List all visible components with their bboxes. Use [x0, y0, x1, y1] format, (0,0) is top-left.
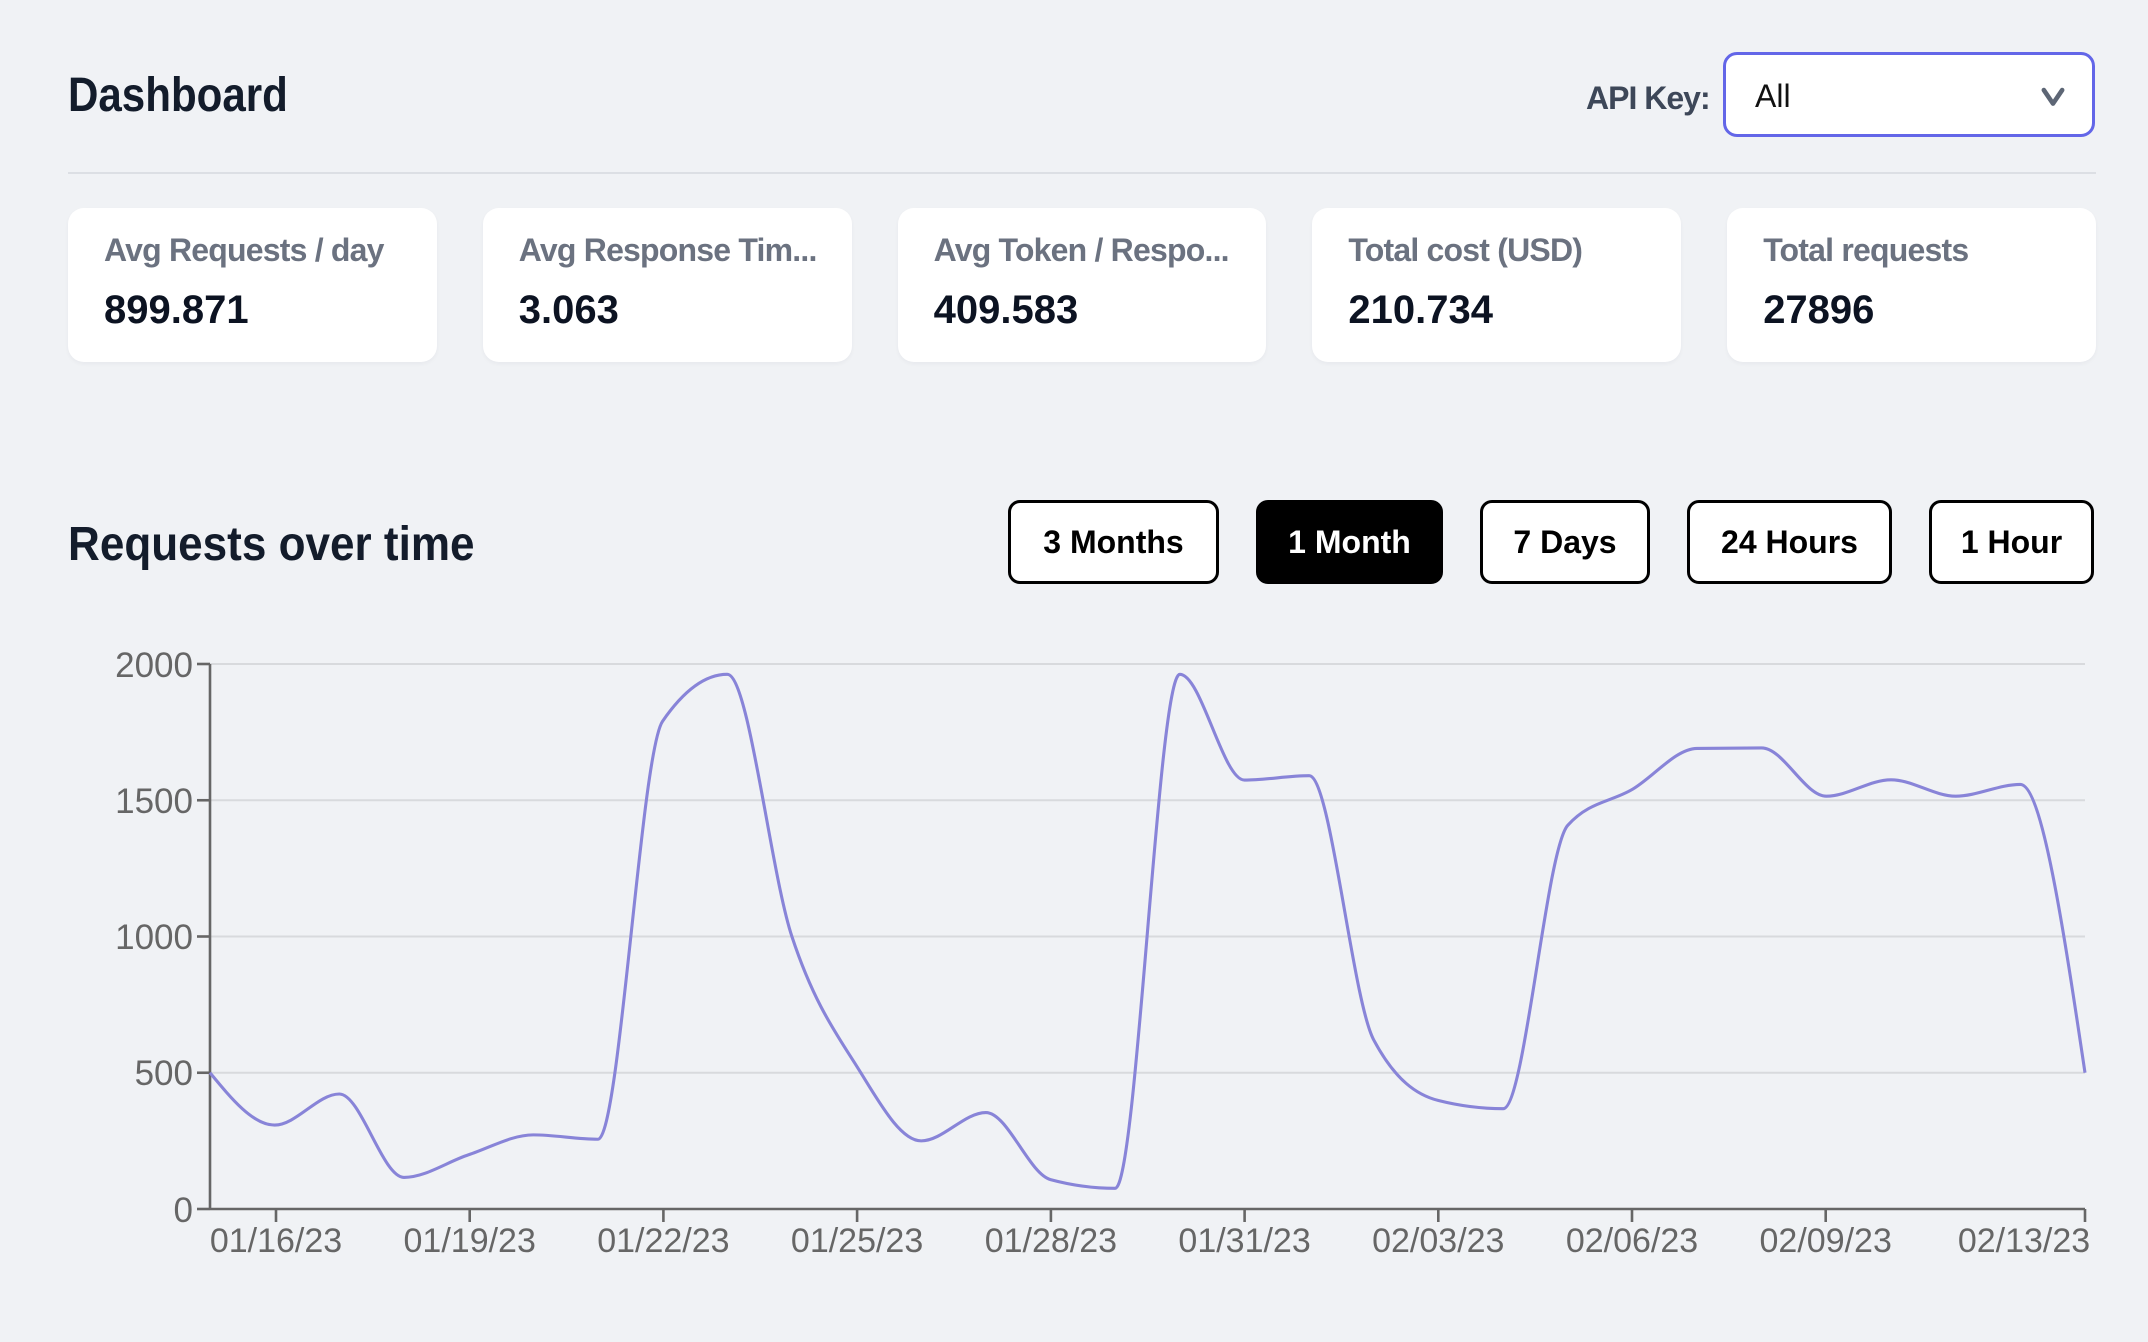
svg-text:01/22/23: 01/22/23	[597, 1222, 729, 1260]
svg-text:02/13/23: 02/13/23	[1958, 1222, 2090, 1260]
svg-text:02/03/23: 02/03/23	[1372, 1222, 1504, 1260]
svg-text:01/16/23: 01/16/23	[210, 1222, 342, 1260]
svg-text:0: 0	[174, 1191, 193, 1230]
svg-text:2000: 2000	[115, 646, 193, 685]
svg-text:01/19/23: 01/19/23	[404, 1222, 536, 1260]
svg-text:01/31/23: 01/31/23	[1178, 1222, 1310, 1260]
svg-text:1500: 1500	[115, 782, 193, 821]
svg-text:02/06/23: 02/06/23	[1566, 1222, 1698, 1260]
svg-text:02/09/23: 02/09/23	[1760, 1222, 1892, 1260]
svg-text:500: 500	[135, 1054, 193, 1093]
svg-text:01/28/23: 01/28/23	[985, 1222, 1117, 1260]
svg-text:1000: 1000	[115, 918, 193, 957]
svg-text:01/25/23: 01/25/23	[791, 1222, 923, 1260]
